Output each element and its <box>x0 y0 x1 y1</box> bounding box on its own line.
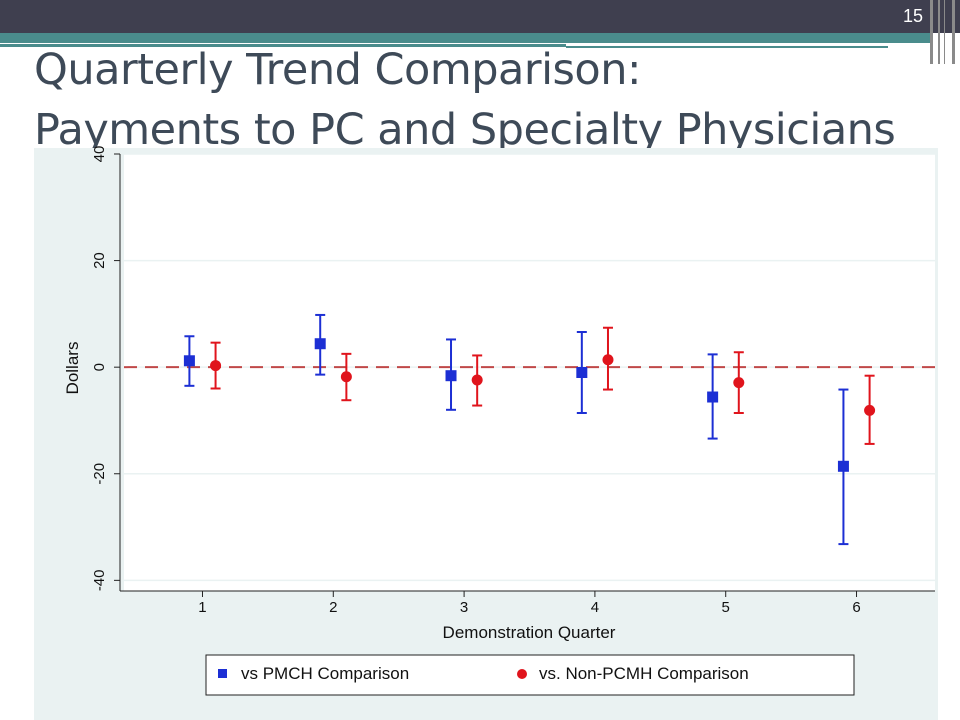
legend-label-series-1: vs PMCH Comparison <box>241 664 409 683</box>
slide-number: 15 <box>902 6 924 26</box>
data-point <box>602 354 614 366</box>
legend-label-series-2: vs. Non-PCMH Comparison <box>539 664 749 683</box>
series-group <box>124 313 935 546</box>
slide-title: Quarterly Trend Comparison: Payments to … <box>34 40 914 160</box>
data-point <box>445 370 457 382</box>
data-point <box>471 374 483 386</box>
legend-marker-series-1 <box>218 669 227 678</box>
data-point <box>733 377 745 389</box>
series-2 <box>210 326 876 445</box>
series-1 <box>183 313 849 546</box>
data-point <box>314 338 326 350</box>
y-tick-label: 20 <box>91 252 108 269</box>
y-tick-label: -40 <box>91 569 108 591</box>
title-backdrop <box>774 64 960 128</box>
x-tick-label: 5 <box>722 599 730 616</box>
legend-marker-series-2 <box>517 669 527 679</box>
data-point <box>340 371 352 383</box>
data-point <box>210 360 222 372</box>
slide-accent-rule <box>566 46 888 48</box>
x-tick-label: 2 <box>329 599 337 616</box>
legend-box <box>205 654 855 696</box>
y-tick-label: 40 <box>91 146 108 163</box>
x-tick-label: 1 <box>198 599 206 616</box>
slide-accent-line <box>0 44 566 47</box>
data-point <box>707 391 719 403</box>
y-axis-label: Dollars <box>63 342 82 395</box>
y-tick-label: -20 <box>91 463 108 485</box>
data-point <box>837 460 849 472</box>
y-tick-label: 0 <box>91 363 108 371</box>
x-axis-label: Demonstration Quarter <box>443 623 616 642</box>
data-point <box>576 367 588 378</box>
slide-accent-bar <box>0 33 932 43</box>
x-tick-label: 4 <box>591 599 599 616</box>
legend: vs PMCH Comparison vs. Non-PCMH Comparis… <box>205 654 855 696</box>
data-point <box>183 355 195 367</box>
x-tick-label: 6 <box>852 599 860 616</box>
plot-area <box>124 154 935 591</box>
axes: -40 -20 0 20 40 1 2 3 4 5 6 <box>91 146 935 616</box>
x-tick-label: 3 <box>460 599 468 616</box>
slide-title-line-2: Payments to PC and Specialty Physicians <box>34 105 896 155</box>
slide-top-bar <box>0 0 960 33</box>
slide-title-line-1: Quarterly Trend Comparison: <box>34 45 641 95</box>
slide-corner-rules <box>930 0 960 70</box>
data-point <box>864 404 876 416</box>
